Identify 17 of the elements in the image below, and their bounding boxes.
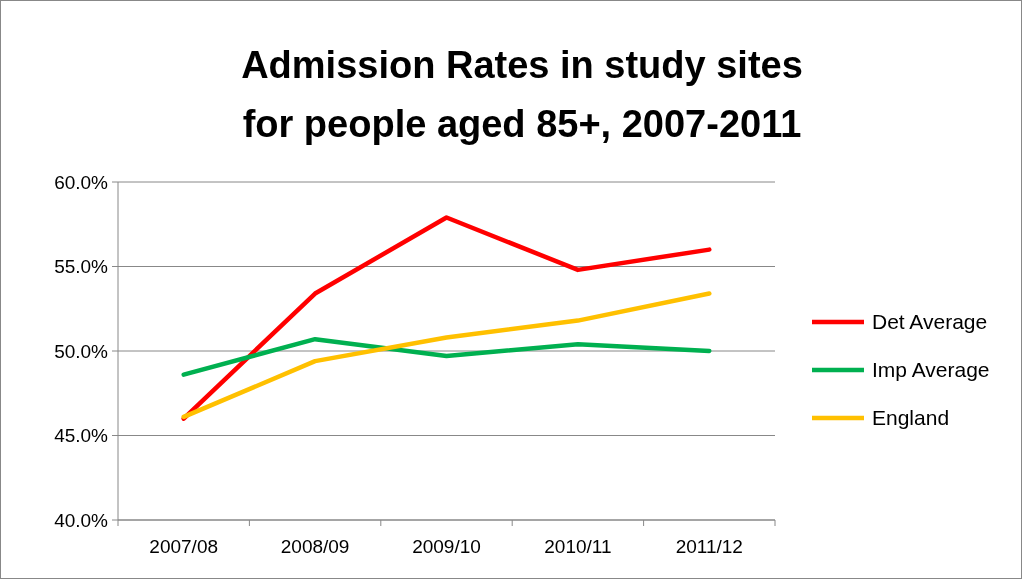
x-tick-label: 2010/11 [544, 536, 612, 557]
y-tick-label: 60.0% [54, 171, 109, 193]
y-tick-label: 45.0% [54, 425, 109, 447]
y-tick-label: 55.0% [54, 256, 109, 278]
y-tick-label: 40.0% [54, 509, 109, 531]
line-series [181, 215, 712, 421]
line-series [181, 291, 712, 420]
x-tick-label: 2009/10 [412, 536, 481, 557]
x-tick-label: 2007/08 [149, 536, 219, 557]
x-tick-label: 2008/09 [280, 536, 350, 557]
x-tick-label: 2011/12 [675, 536, 743, 557]
legend-label: Det Average [872, 310, 988, 334]
legend-label: England [872, 406, 950, 430]
chart-title: Admission Rates in study sites for people aged 85+, 2007-2011 [241, 44, 803, 145]
legend-label: Imp Average [872, 358, 990, 382]
y-tick-label: 50.0% [54, 340, 109, 362]
line-series [181, 336, 712, 377]
